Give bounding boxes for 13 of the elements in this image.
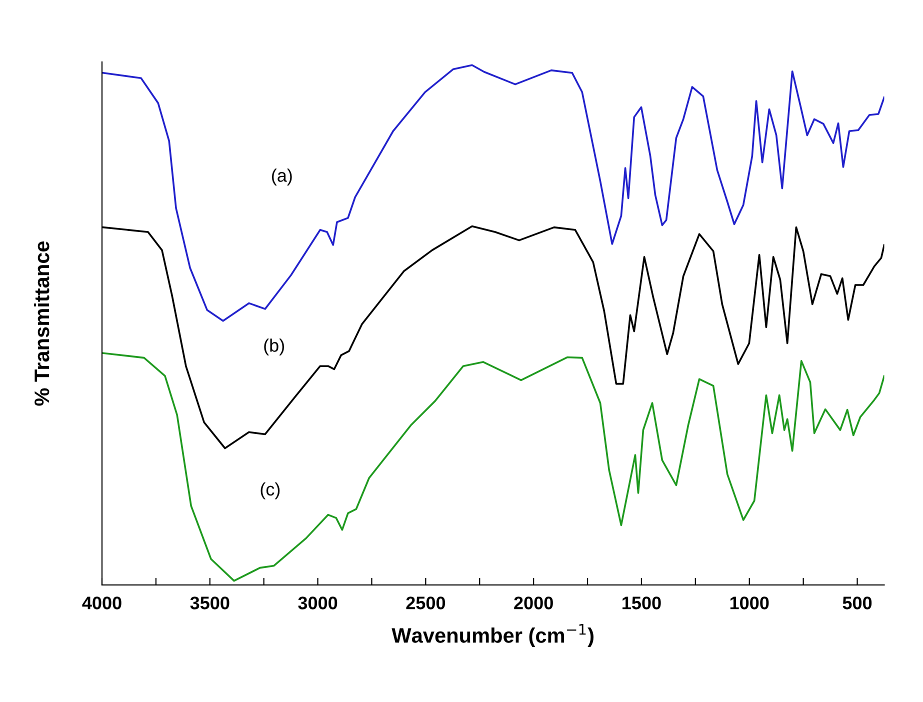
x-tick-label: 3500: [190, 596, 230, 610]
text: (c): [260, 482, 280, 500]
y-axis-title: % Transmittance: [34, 241, 50, 406]
x-tick-label: 4000: [82, 596, 122, 610]
x-tick-label: 2500: [406, 596, 446, 610]
text: (a): [272, 168, 292, 186]
x-tick-label: 500: [842, 596, 872, 610]
x-tick-label: 1000: [730, 596, 769, 610]
x-tick-label: 3000: [298, 596, 338, 610]
x-tick-label: 2000: [514, 596, 553, 610]
x-tick-label: 1500: [622, 596, 661, 610]
series-label: (b): [264, 338, 284, 356]
x-axis-title: Wavenumber (cm$^{−1}$): [392, 624, 594, 647]
